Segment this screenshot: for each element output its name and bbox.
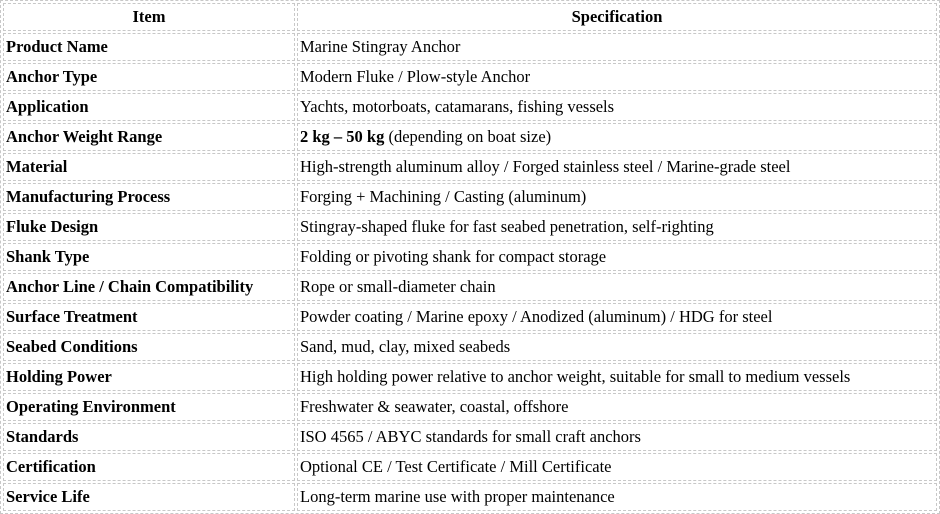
row-specification: Folding or pivoting shank for compact st… — [297, 243, 937, 271]
table-row: Anchor Line / Chain Compatibility Rope or… — [3, 273, 937, 301]
row-specification: Modern Fluke / Plow-style Anchor — [297, 63, 937, 91]
row-item: Fluke Design — [3, 213, 295, 241]
row-item: Service Life — [3, 483, 295, 511]
table-row: Standards ISO 4565 / ABYC standards for s… — [3, 423, 937, 451]
row-specification: Marine Stingray Anchor — [297, 33, 937, 61]
row-item: Seabed Conditions — [3, 333, 295, 361]
row-item: Operating Environment — [3, 393, 295, 421]
table-row: Holding Power High holding power relative… — [3, 363, 937, 391]
row-item: Manufacturing Process — [3, 183, 295, 211]
table-row: Anchor Type Modern Fluke / Plow-style Anc… — [3, 63, 937, 91]
table-row: Certification Optional CE / Test Certific… — [3, 453, 937, 481]
row-specification: Powder coating / Marine epoxy / Anodized… — [297, 303, 937, 331]
spec-text: (depending on boat size) — [384, 127, 552, 146]
header-item: Item — [3, 3, 295, 31]
header-row: Item Specification — [3, 3, 937, 31]
row-specification: Yachts, motorboats, catamarans, fishing … — [297, 93, 937, 121]
row-specification: Stingray-shaped fluke for fast seabed pe… — [297, 213, 937, 241]
header-specification: Specification — [297, 3, 937, 31]
table-row: Seabed Conditions Sand, mud, clay, mixed … — [3, 333, 937, 361]
table-row: Manufacturing Process Forging + Machining… — [3, 183, 937, 211]
table-row: Service Life Long-term marine use with pr… — [3, 483, 937, 511]
row-specification: Freshwater & seawater, coastal, offshore — [297, 393, 937, 421]
row-specification: Forging + Machining / Casting (aluminum) — [297, 183, 937, 211]
row-item: Surface Treatment — [3, 303, 295, 331]
table-row: Anchor Weight Range 2 kg – 50 kg (dependi… — [3, 123, 937, 151]
table-row: Operating Environment Freshwater & seawat… — [3, 393, 937, 421]
row-item: Shank Type — [3, 243, 295, 271]
row-item: Standards — [3, 423, 295, 451]
row-specification: Sand, mud, clay, mixed seabeds — [297, 333, 937, 361]
row-specification: Rope or small-diameter chain — [297, 273, 937, 301]
table-row: Shank Type Folding or pivoting shank for … — [3, 243, 937, 271]
row-item: Material — [3, 153, 295, 181]
row-specification: High-strength aluminum alloy / Forged st… — [297, 153, 937, 181]
row-item: Anchor Weight Range — [3, 123, 295, 151]
row-item: Certification — [3, 453, 295, 481]
row-item: Anchor Line / Chain Compatibility — [3, 273, 295, 301]
table-row: Fluke Design Stingray-shaped fluke for fa… — [3, 213, 937, 241]
table-row: Application Yachts, motorboats, catamaran… — [3, 93, 937, 121]
row-item: Application — [3, 93, 295, 121]
row-specification: 2 kg – 50 kg (depending on boat size) — [297, 123, 937, 151]
table-row: Surface Treatment Powder coating / Marine… — [3, 303, 937, 331]
row-item: Holding Power — [3, 363, 295, 391]
table-row: Material High-strength aluminum alloy / F… — [3, 153, 937, 181]
row-specification: Long-term marine use with proper mainten… — [297, 483, 937, 511]
row-item: Anchor Type — [3, 63, 295, 91]
spec-bold-text: 2 kg – 50 kg — [300, 127, 385, 146]
table-row: Product Name Marine Stingray Anchor — [3, 33, 937, 61]
row-specification: Optional CE / Test Certificate / Mill Ce… — [297, 453, 937, 481]
row-specification: High holding power relative to anchor we… — [297, 363, 937, 391]
row-specification: ISO 4565 / ABYC standards for small craf… — [297, 423, 937, 451]
row-item: Product Name — [3, 33, 295, 61]
